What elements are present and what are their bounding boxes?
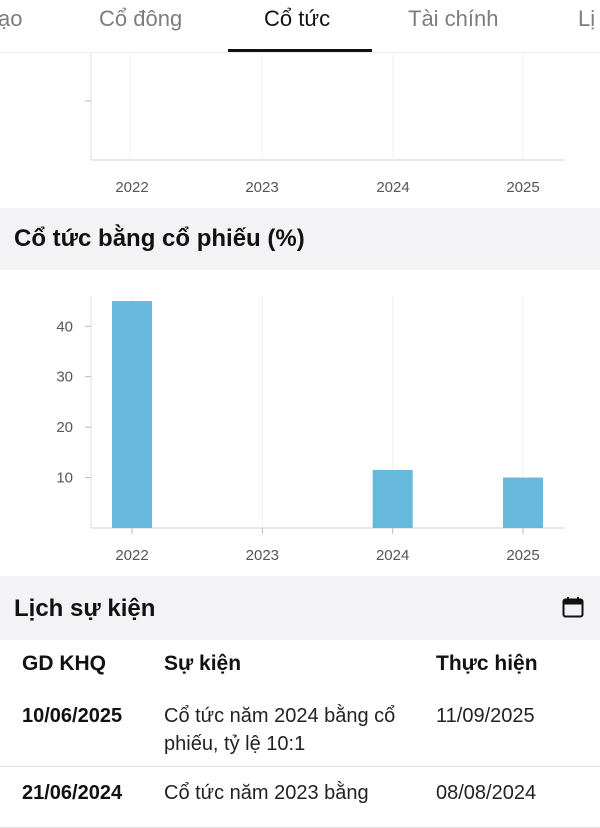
tab-bar: ạo Cổ đông Cổ tức Tài chính Lị <box>0 0 600 53</box>
cash-x-tick-2025: 2025 <box>506 179 539 196</box>
x-tick-label-2022: 2022 <box>115 547 148 564</box>
cash-chart-grid <box>85 53 565 161</box>
cash-x-tick-2023: 2023 <box>245 179 278 196</box>
cash-dividend-chart-svg: 2022 2023 2024 2025 <box>85 53 565 196</box>
stock-dividend-chart: 10 20 30 40 2022 2023 2024 2025 <box>0 270 600 576</box>
bar-2024 <box>372 470 413 528</box>
cash-x-tick-2024: 2024 <box>376 179 409 196</box>
stock-dividend-header: Cổ tức bằng cổ phiếu (%) <box>0 208 600 270</box>
y-tick-label: 20 <box>56 419 73 436</box>
events-table-header: GD KHQ Sự kiện Thực hiện <box>0 640 600 691</box>
bar-2025 <box>503 477 543 528</box>
column-header-ex-date: GD KHQ <box>22 652 106 675</box>
tab-finance[interactable]: Tài chính <box>408 6 499 31</box>
tab-overview[interactable]: ạo <box>0 6 23 31</box>
row-execution-date: 08/08/2024 <box>436 782 537 804</box>
table-row[interactable]: 10/06/2025 Cổ tức năm 2024 bằng cổ phiếu… <box>0 690 600 767</box>
events-title: Lịch sự kiện <box>14 595 156 622</box>
events-header: Lịch sự kiện <box>0 576 600 640</box>
x-tick-label-2025: 2025 <box>506 547 539 564</box>
column-header-event: Sự kiện <box>164 652 242 675</box>
row-event: Cổ tức năm 2023 bằng <box>164 782 369 804</box>
x-tick-label-2023: 2023 <box>246 547 279 564</box>
row-ex-date: 10/06/2025 <box>22 705 123 727</box>
row-ex-date: 21/06/2024 <box>22 782 123 804</box>
row-execution-date: 11/09/2025 <box>436 705 535 727</box>
y-tick-label: 10 <box>56 470 73 487</box>
y-tick-label: 40 <box>56 318 73 335</box>
column-header-execution: Thực hiện <box>436 652 538 675</box>
tab-history[interactable]: Lị <box>578 6 596 31</box>
tab-dividends[interactable]: Cổ tức <box>264 6 331 31</box>
table-row[interactable]: 21/06/2024 Cổ tức năm 2023 bằng 08/08/20… <box>0 767 600 828</box>
active-tab-indicator <box>228 49 372 52</box>
stock-dividend-title: Cổ tức bằng cổ phiếu (%) <box>14 225 305 252</box>
row-event: Cổ tức năm 2024 bằng cổ phiếu, tỷ lệ 10:… <box>164 705 396 755</box>
cash-dividend-chart: 2022 2023 2024 2025 <box>0 53 600 208</box>
bar-2022 <box>112 301 152 528</box>
stock-dividend-chart-svg: 10 20 30 40 2022 2023 2024 2025 <box>56 296 565 564</box>
x-tick-label-2024: 2024 <box>376 547 409 564</box>
cash-x-tick-2022: 2022 <box>115 179 148 196</box>
calendar-icon[interactable] <box>562 596 584 618</box>
tab-shareholders[interactable]: Cổ đông <box>99 6 183 31</box>
y-tick-label: 30 <box>56 369 73 386</box>
